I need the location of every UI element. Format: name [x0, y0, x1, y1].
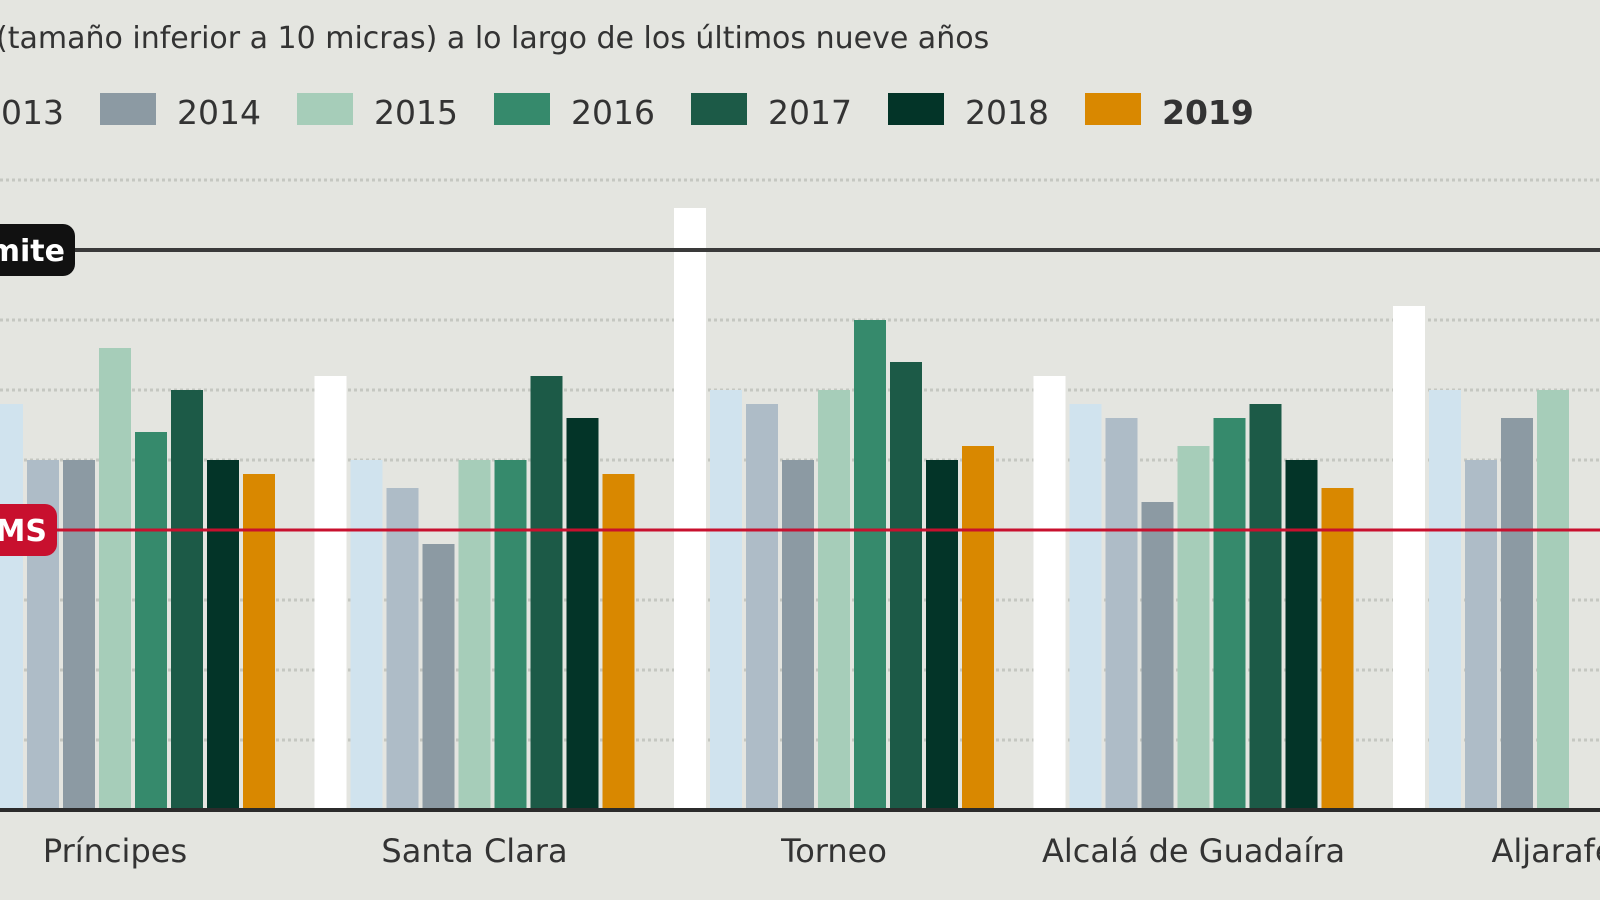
- bar: [1321, 488, 1354, 810]
- legend-label: 2013: [0, 93, 64, 132]
- reference-label: Límite: [0, 234, 65, 269]
- bar: [746, 404, 778, 810]
- reference-label-pill: [0, 504, 57, 556]
- bar: [782, 460, 814, 810]
- bar: [674, 208, 706, 810]
- bar: [926, 460, 958, 810]
- reference-label-pill: [0, 224, 75, 276]
- category-label: Príncipes: [43, 832, 187, 870]
- bar: [135, 432, 167, 810]
- legend-swatch: [100, 93, 156, 125]
- category-labels: Príncipes Santa Clara Torneo Alcalá de Guad…: [43, 832, 1600, 870]
- chart-subtitle: (tamaño inferior a 10 micras) a lo largo…: [0, 21, 989, 56]
- reference-lines: Límite OMS: [0, 224, 1600, 556]
- bar: [386, 488, 419, 810]
- legend-swatch: [888, 93, 944, 125]
- bar: [1069, 404, 1102, 810]
- bar: [566, 418, 599, 810]
- bar: [1465, 460, 1497, 810]
- category-label: Aljarafe: [1492, 832, 1600, 870]
- legend-label: 2018: [965, 93, 1049, 132]
- bar: [1249, 404, 1282, 810]
- legend: 2013 2014 2015 2016 2017 2018 2019: [0, 93, 1254, 132]
- bar: [494, 460, 527, 810]
- bar: [1033, 376, 1066, 810]
- bar: [422, 544, 455, 810]
- bar: [962, 446, 994, 810]
- bar: [458, 460, 491, 810]
- bar: [818, 390, 850, 810]
- legend-label: 2016: [571, 93, 655, 132]
- bar: [243, 474, 275, 810]
- bar: [1537, 390, 1569, 810]
- bar: [530, 376, 563, 810]
- bar: [1429, 390, 1461, 810]
- bar: [171, 390, 203, 810]
- bar: [0, 404, 23, 810]
- bar: [1393, 306, 1425, 810]
- bar: [1285, 460, 1318, 810]
- bar: [207, 460, 239, 810]
- bar: [854, 320, 886, 810]
- legend-label: 2019: [1162, 93, 1254, 132]
- bar: [350, 460, 383, 810]
- category-label: Torneo: [780, 832, 887, 870]
- bar: [1105, 418, 1138, 810]
- category-label: Alcalá de Guadaíra: [1042, 832, 1345, 870]
- legend-label: 2014: [177, 93, 261, 132]
- category-label: Santa Clara: [381, 832, 567, 870]
- bars: [0, 208, 1569, 810]
- bar: [63, 460, 95, 810]
- legend-swatch: [297, 93, 353, 125]
- bar: [314, 376, 347, 810]
- reference-label: OMS: [0, 514, 47, 549]
- bar: [890, 362, 922, 810]
- bar: [99, 348, 131, 810]
- bar: [1177, 446, 1210, 810]
- bar: [602, 474, 635, 810]
- bar: [1141, 502, 1174, 810]
- legend-swatch: [1085, 93, 1141, 125]
- legend-label: 2017: [768, 93, 852, 132]
- bar: [710, 390, 742, 810]
- legend-swatch: [494, 93, 550, 125]
- bar: [1501, 418, 1533, 810]
- bar: [1213, 418, 1246, 810]
- legend-swatch: [691, 93, 747, 125]
- legend-label: 2015: [374, 93, 458, 132]
